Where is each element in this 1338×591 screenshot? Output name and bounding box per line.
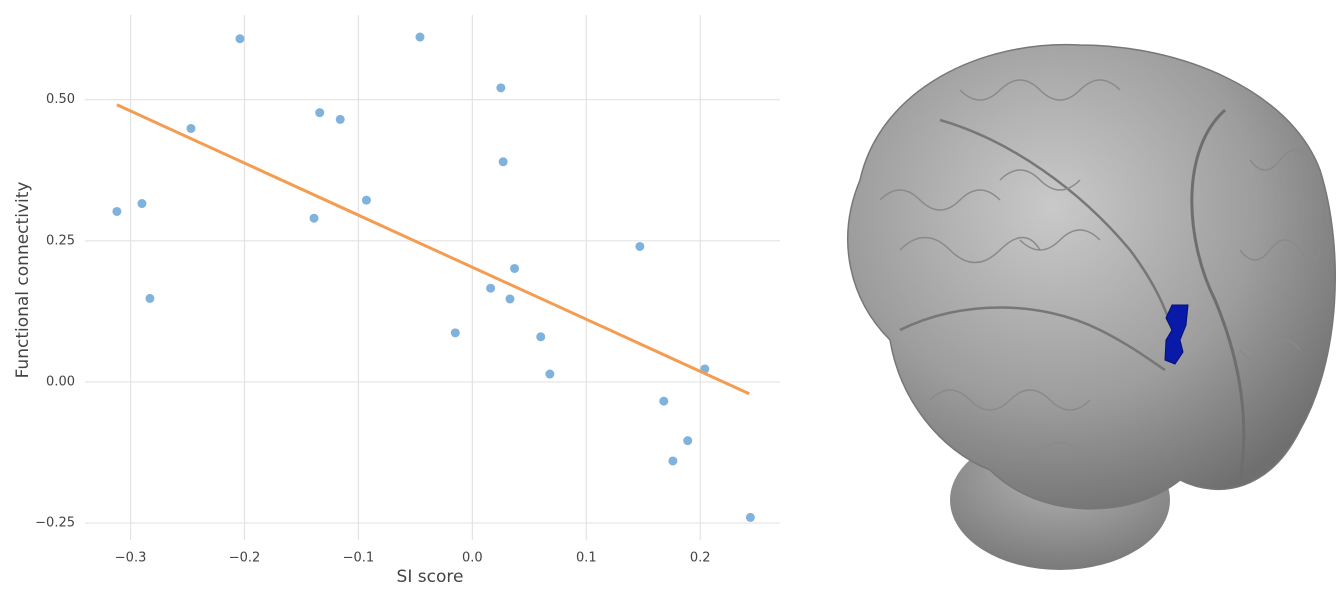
y-tick-label: −0.25	[35, 516, 75, 531]
x-tick-label: 0.1	[576, 551, 597, 566]
point	[235, 34, 244, 43]
figure: −0.3 −0.2 −0.1 0.0 0.1 0.2 −0.25 0.00 0.25 0.50 SI…	[0, 0, 1338, 587]
trend-line	[117, 105, 749, 394]
x-tick-label: 0.0	[462, 551, 483, 566]
point	[635, 242, 644, 251]
brain-illustration	[848, 45, 1336, 570]
point	[668, 456, 677, 465]
point	[310, 214, 319, 223]
point	[336, 115, 345, 124]
point	[415, 33, 424, 42]
point	[362, 196, 371, 205]
point	[536, 332, 545, 341]
point	[145, 294, 154, 303]
x-tick-label: −0.3	[115, 551, 147, 566]
scatter-plot: −0.3 −0.2 −0.1 0.0 0.1 0.2 −0.25 0.00 0.25 0.50 SI…	[13, 15, 780, 587]
point	[510, 264, 519, 273]
point	[659, 397, 668, 406]
point	[186, 124, 195, 133]
y-tick-label: 0.50	[46, 92, 75, 107]
x-tick-label: −0.2	[229, 551, 261, 566]
y-tick-label: 0.00	[46, 374, 75, 389]
point	[451, 328, 460, 337]
point	[746, 513, 755, 522]
point	[315, 108, 324, 117]
cerebrum	[848, 45, 1336, 509]
x-tick-label: −0.1	[343, 551, 375, 566]
x-tick-label: 0.2	[690, 551, 711, 566]
y-axis-label: Functional connectivity	[13, 182, 33, 379]
point	[496, 83, 505, 92]
x-axis-label: SI score	[397, 567, 464, 587]
point	[112, 207, 121, 216]
point	[499, 157, 508, 166]
point	[545, 370, 554, 379]
y-tick-label: 0.25	[46, 233, 75, 248]
point	[486, 284, 495, 293]
point	[505, 294, 514, 303]
point	[683, 436, 692, 445]
point	[137, 199, 146, 208]
